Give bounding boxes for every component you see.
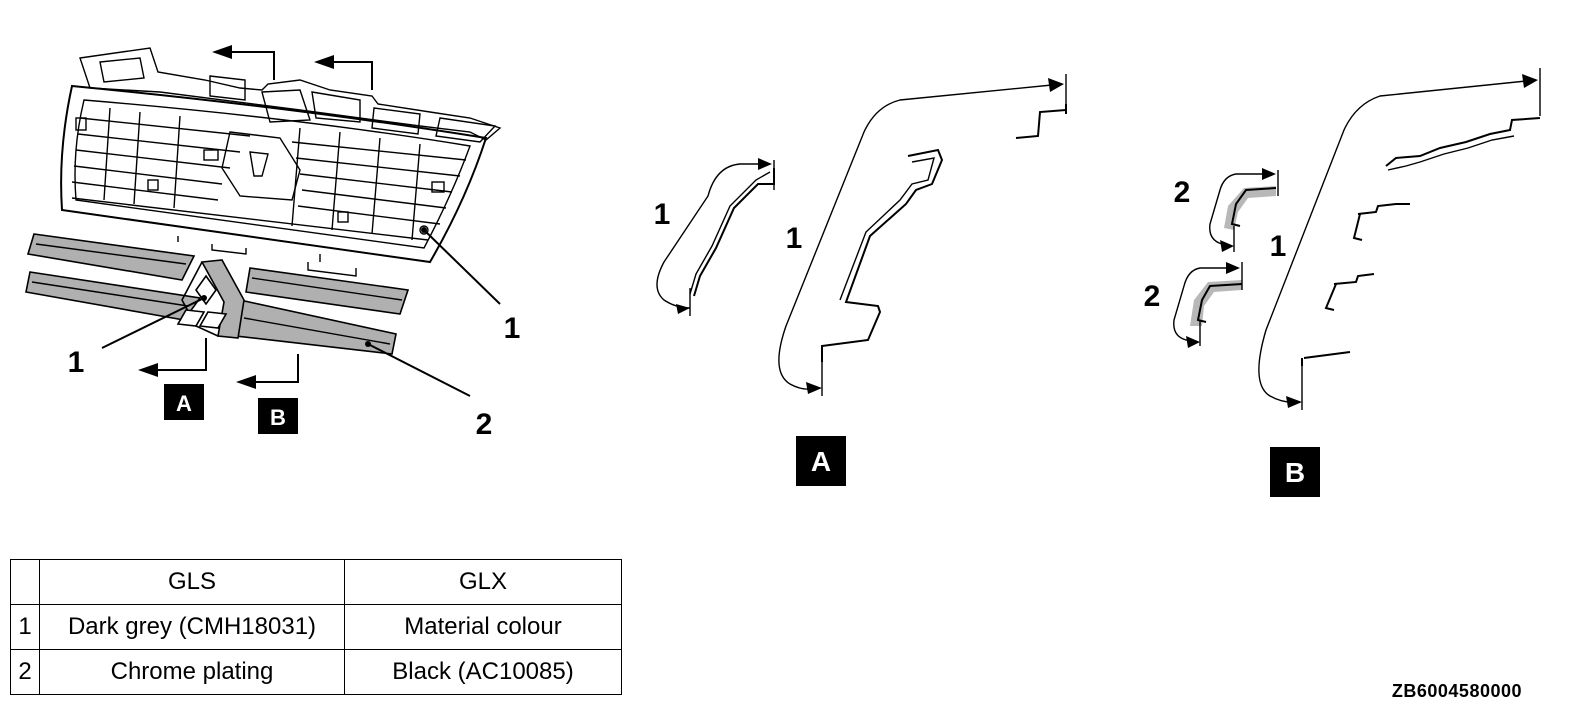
- table-header-cell: GLX: [344, 559, 622, 605]
- callout-view-a-1-left: 1: [654, 198, 671, 231]
- table-cell: Black (AC10085): [344, 649, 622, 695]
- reference-code: ZB6004580000: [1391, 681, 1522, 701]
- callout-view-a-1-right: 1: [786, 222, 803, 255]
- callout-view-b-2-top: 2: [1174, 176, 1191, 209]
- section-view-a: [656, 74, 1067, 396]
- lower-mouldings: [25, 233, 410, 355]
- table-cell: 1: [10, 604, 40, 650]
- table-cell: Material colour: [344, 604, 622, 650]
- colour-spec-table: GLS GLX 1 Dark grey (CMH18031) Material …: [10, 559, 622, 695]
- table-cell: 2: [10, 649, 40, 695]
- table-row: 1 Dark grey (CMH18031) Material colour: [10, 604, 622, 650]
- arrow-b-label: B: [270, 405, 286, 430]
- table-header-cell: GLS: [39, 559, 345, 605]
- section-b-label: B: [1285, 457, 1305, 488]
- grille-assembly: [60, 47, 502, 277]
- table-header-cell: [10, 559, 40, 605]
- section-b-box: B: [1270, 447, 1320, 497]
- section-a-box: A: [796, 436, 846, 486]
- table-header-row: GLS GLX: [10, 559, 622, 605]
- callout-grille-1-right: 1: [504, 312, 521, 345]
- callout-view-b-1: 1: [1270, 230, 1287, 263]
- arrow-a-label: A: [176, 391, 192, 416]
- arrow-b-box: B: [258, 398, 298, 434]
- table-row: 2 Chrome plating Black (AC10085): [10, 649, 622, 695]
- table-cell: Dark grey (CMH18031): [39, 604, 345, 650]
- callout-grille-2: 2: [476, 408, 493, 441]
- section-view-b: [1173, 68, 1541, 410]
- table-cell: Chrome plating: [39, 649, 345, 695]
- callout-view-b-2-bottom: 2: [1144, 280, 1161, 313]
- section-a-label: A: [811, 446, 831, 477]
- callout-grille-1-left: 1: [68, 346, 85, 379]
- arrow-a-box: A: [164, 384, 204, 420]
- grille-leaders: [101, 45, 501, 397]
